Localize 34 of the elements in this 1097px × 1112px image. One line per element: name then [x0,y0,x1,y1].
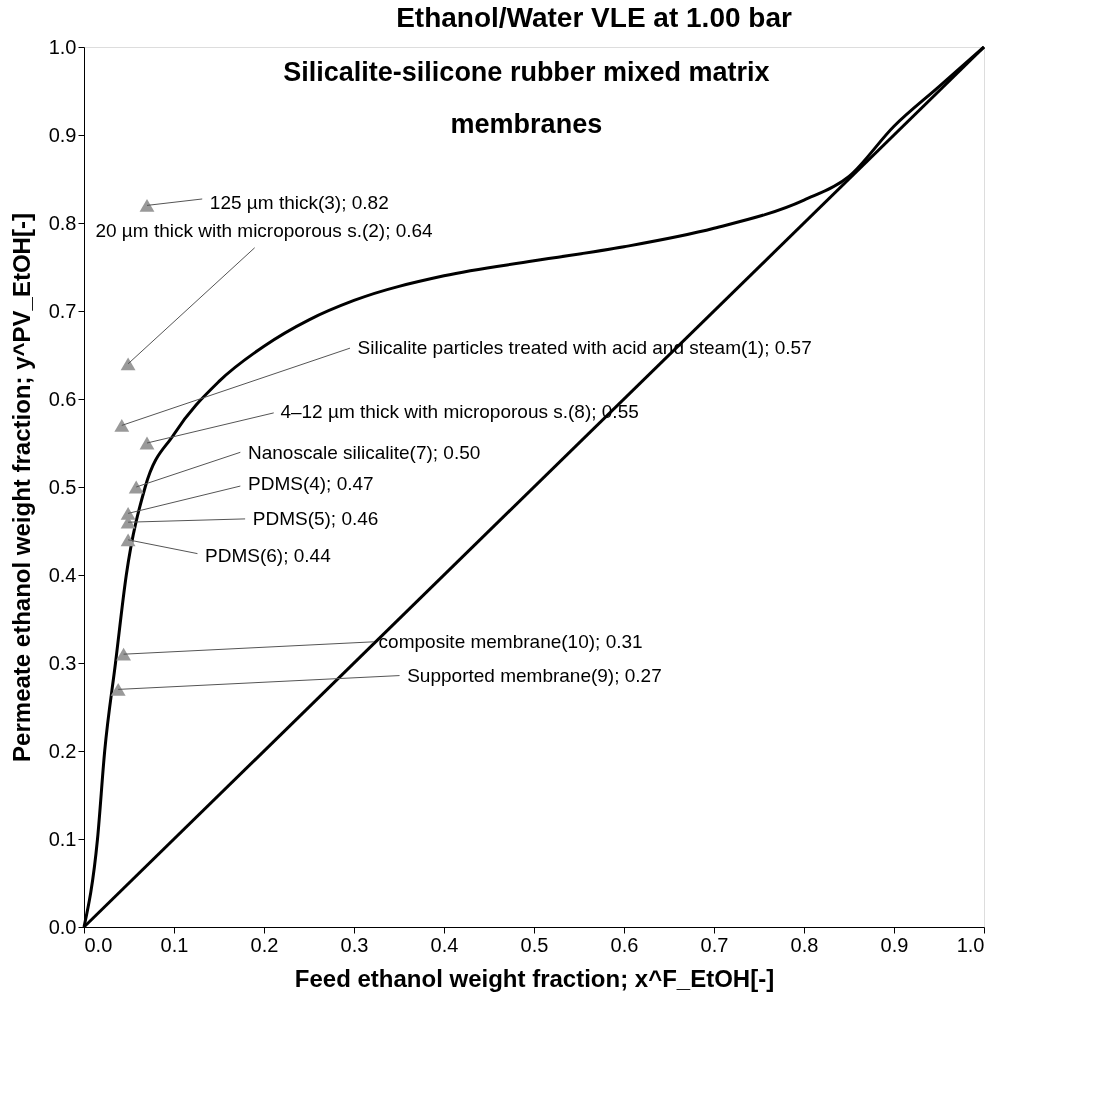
chart-title: Ethanol/Water VLE at 1.00 bar [396,2,792,33]
text: Silicalite-silicone rubber mixed matrix membranes [283,57,770,140]
annotation: Supported membrane(9); 0.27 [407,664,662,686]
y-tick-label: 0.8 [48,211,77,234]
y-tick-label: 0.4 [48,563,77,586]
annotation: PDMS(4); 0.47 [247,473,374,495]
x-tick-label: 0.3 [340,933,369,956]
x-tick-label: 0.4 [430,933,459,956]
x-tick-label: 0.7 [700,933,729,956]
x-tick-label: 1.0 [956,933,985,956]
y-axis-title: Permeate ethanol weight fraction; y^PV_EtOH[-] [7,213,35,762]
y-tick-label: 1.0 [48,35,77,58]
x-tick-label: 0.1 [160,933,189,956]
x-tick-label: 0.8 [790,933,819,956]
y-tick-label: 0.7 [48,299,77,322]
x-tick-label: 0.5 [520,933,549,956]
y-tick-label: 0.1 [48,827,77,850]
annotation: PDMS(5); 0.46 [252,507,379,529]
annotation: 20 µm thick with microporous s.(2); 0.64 [95,219,434,241]
annotation: PDMS(6); 0.44 [205,545,332,567]
x-axis-title: Feed ethanol weight fraction; x^F_EtOH[-] [294,964,775,992]
y-tick-label: 0.0 [48,915,77,938]
y-tick-label: 0.9 [48,123,77,146]
y-tick-label: 0.3 [48,651,77,674]
y-tick-label: 0.2 [48,739,77,762]
x-tick-label: 0.0 [84,933,113,956]
y-tick-label: 0.5 [48,475,77,498]
annotation: composite membrane(10); 0.31 [378,630,643,652]
x-tick-label: 0.2 [250,933,279,956]
x-tick-label: 0.9 [880,933,909,956]
x-tick-label: 0.6 [610,933,639,956]
annotation: Nanoscale silicalite(7); 0.50 [247,442,481,464]
y-tick-label: 0.6 [48,387,77,410]
annotation: 125 µm thick(3); 0.82 [209,191,389,213]
